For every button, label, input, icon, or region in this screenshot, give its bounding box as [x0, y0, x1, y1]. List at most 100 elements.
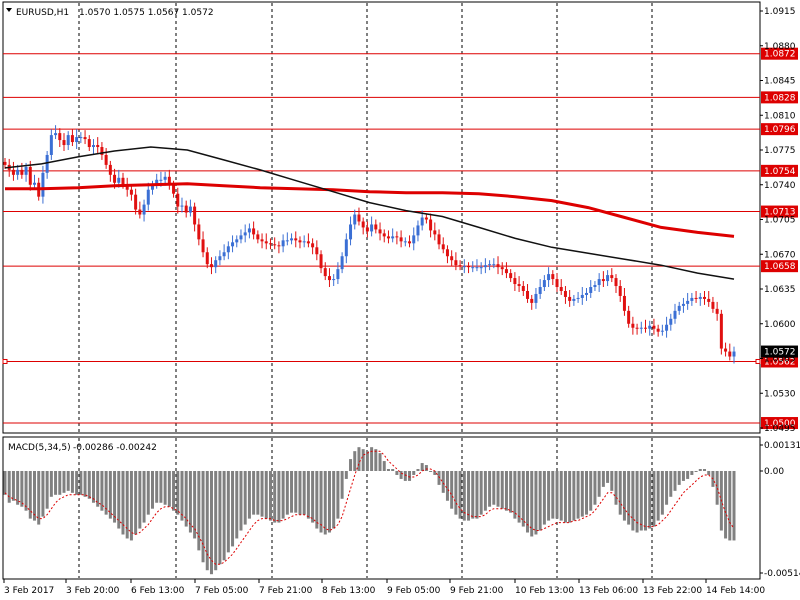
macd-bar: [707, 470, 711, 475]
candle-body: [538, 287, 542, 294]
macd-bar: [555, 470, 559, 519]
candle-body: [437, 234, 441, 245]
macd-bar: [483, 470, 487, 511]
time-tick-label: 14 Feb 14:00: [706, 586, 765, 596]
macd-bar: [188, 470, 192, 533]
candle-body: [382, 233, 386, 237]
macd-bar: [344, 470, 348, 479]
candle-body: [28, 166, 32, 185]
candle-body: [197, 224, 201, 240]
macd-bar: [290, 470, 294, 513]
macd-bar: [690, 470, 694, 475]
candle-body: [669, 318, 673, 325]
candle-body: [660, 330, 664, 332]
level-label: 1.0658: [764, 262, 796, 272]
macd-bar: [205, 470, 209, 571]
candle-body: [91, 145, 95, 148]
macd-bar: [273, 470, 277, 523]
candle-body: [285, 240, 289, 242]
macd-bar: [686, 470, 690, 479]
candle-body: [142, 204, 146, 215]
candle-body: [719, 313, 723, 349]
candle-body: [416, 225, 420, 236]
level-label: 1.0872: [764, 50, 796, 60]
macd-bar: [399, 470, 403, 479]
chevron-down-icon[interactable]: [6, 8, 12, 12]
candle-body: [589, 287, 593, 293]
price-tick-label: 1.0530: [764, 389, 796, 399]
candle-body: [551, 274, 555, 280]
ohlc-values: 1.0570 1.0575 1.0567 1.0572: [79, 8, 214, 18]
macd-bar: [294, 470, 298, 513]
macd-bar: [104, 470, 108, 515]
macd-bar: [572, 470, 576, 521]
candle-body: [231, 242, 235, 247]
candle-body: [361, 221, 365, 228]
candle-body: [399, 237, 403, 242]
candle-body: [467, 266, 471, 268]
price-tick-label: 1.0810: [764, 111, 796, 121]
macd-bar: [256, 470, 260, 515]
macd-bar: [656, 470, 660, 521]
macd-bar: [176, 470, 180, 515]
candle-body: [96, 145, 100, 148]
time-tick-label: 13 Feb 22:00: [643, 586, 702, 596]
candle-body: [395, 236, 399, 238]
level-handle[interactable]: [755, 358, 761, 364]
price-axis: 1.0915 1.0880 1.0845 1.0810 1.0775 1.0740 1.07…: [760, 7, 798, 434]
candle-body: [378, 229, 382, 234]
candle-body: [306, 241, 310, 244]
macd-bar: [163, 470, 167, 505]
time-tick-label: 8 Feb 13:00: [322, 586, 376, 596]
candle-body: [724, 348, 728, 352]
candle-body: [732, 351, 736, 357]
time-tick-label: 13 Feb 06:00: [579, 586, 638, 596]
macd-bar: [357, 447, 361, 471]
macd-bar: [644, 470, 648, 531]
level-label-bg: [761, 123, 798, 136]
candle-body: [593, 285, 597, 288]
macd-bar: [332, 470, 336, 529]
candle-body: [113, 174, 117, 183]
macd-signal-line: [4, 450, 735, 565]
candle-body: [420, 217, 424, 226]
time-tick-label: 3 Feb 2017: [4, 586, 54, 596]
macd-bar: [408, 470, 412, 481]
candle-body: [20, 169, 24, 175]
macd-bar: [606, 470, 610, 483]
candle-body: [374, 224, 378, 230]
macd-bar: [513, 470, 517, 519]
candle-body: [277, 245, 281, 247]
candle-body: [576, 297, 580, 299]
candle-body: [601, 279, 605, 282]
candles: [3, 125, 736, 364]
macd-bar: [125, 470, 129, 539]
macd-bar: [677, 470, 681, 485]
macd-bar: [551, 470, 555, 519]
candle-body: [222, 252, 226, 257]
macd-panel: 0.00131 0.00 -0.00514 MACD(5,34,5) -0.0028…: [2, 436, 800, 580]
macd-bar: [184, 470, 188, 527]
macd-axis: 0.00131 0.00 -0.00514: [760, 441, 800, 579]
candle-body: [159, 179, 163, 181]
time-tick-label: 9 Feb 05:00: [387, 586, 441, 596]
candle-body: [496, 264, 500, 268]
macd-bar: [597, 470, 601, 497]
candle-body: [454, 260, 458, 266]
macd-bar: [150, 470, 154, 509]
candle-body: [555, 279, 559, 288]
candle-body: [24, 166, 28, 175]
price-tick-label: 1.0915: [764, 7, 796, 17]
level-handle[interactable]: [2, 358, 8, 364]
price-tick-label: 1.0775: [764, 146, 796, 156]
macd-bar: [724, 470, 728, 539]
candle-body: [180, 205, 184, 207]
price-panel: 1.0872 1.0828 1.0796 1.0754 1.0713 1.0658 1.05…: [2, 1, 798, 434]
level-label: 1.0828: [764, 93, 796, 103]
candle-body: [652, 325, 656, 329]
macd-bar: [197, 470, 201, 551]
macd-bar: [277, 470, 281, 523]
price-tick-label: 1.0635: [764, 285, 796, 295]
macd-bar: [395, 470, 399, 475]
time-tick-label: 10 Feb 13:00: [515, 586, 574, 596]
